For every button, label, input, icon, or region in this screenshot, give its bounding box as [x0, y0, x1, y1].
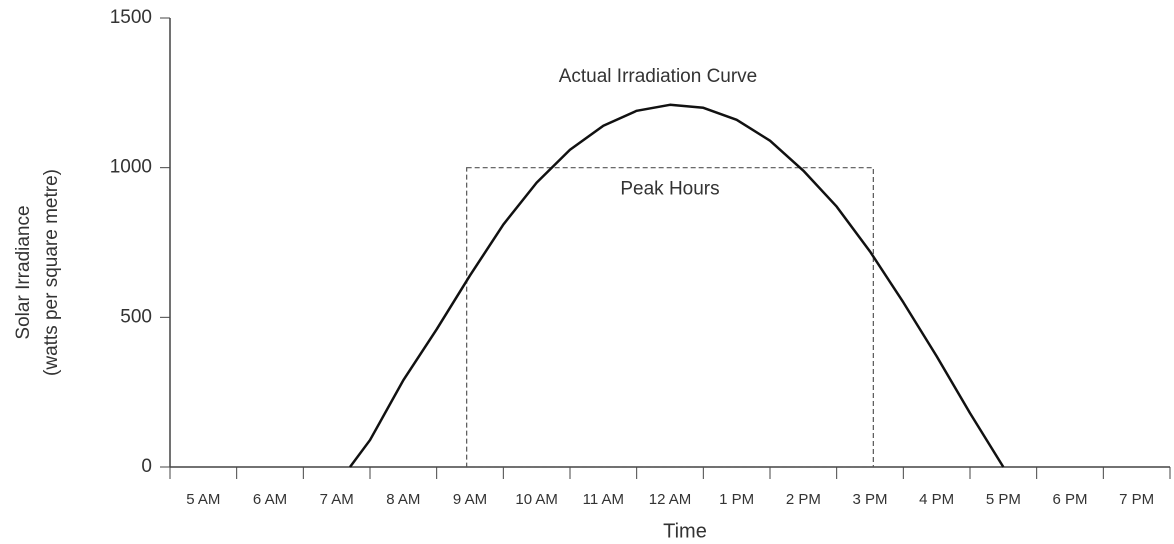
y-tick-label: 0: [141, 456, 152, 477]
x-tick-label: 12 AM: [649, 491, 692, 508]
x-tick-label: 11 AM: [583, 491, 624, 508]
x-tick-label: 3 PM: [852, 491, 887, 508]
x-tick-label: 6 AM: [253, 491, 287, 508]
x-tick-label: 5 PM: [986, 491, 1021, 508]
y-tick-label: 500: [120, 306, 152, 327]
irradiation-curve: [348, 103, 1005, 468]
x-tick-label: 2 PM: [786, 491, 821, 508]
y-axis-label: (watts per square metre): [41, 169, 62, 376]
x-tick-label: 8 AM: [386, 491, 420, 508]
y-tick-label: 1500: [110, 7, 152, 28]
x-tick-label: 6 PM: [1052, 491, 1087, 508]
peak-hours-box: [466, 167, 874, 468]
peak-hours-label: Peak Hours: [620, 179, 719, 200]
x-tick-label: 4 PM: [919, 491, 954, 508]
x-tick-label: 5 AM: [186, 491, 220, 508]
curve-label: Actual Irradiation Curve: [559, 66, 758, 87]
x-tick-label: 10 AM: [515, 491, 558, 508]
x-tick-label: 7 AM: [320, 491, 354, 508]
x-tick-label: 1 PM: [719, 491, 754, 508]
y-tick-label: 1000: [110, 157, 152, 178]
x-tick-label: 9 AM: [453, 491, 487, 508]
x-axis-label: Time: [663, 520, 707, 542]
x-tick-label: 7 PM: [1119, 491, 1154, 508]
y-axis-label: Solar Irradiance: [13, 205, 34, 339]
